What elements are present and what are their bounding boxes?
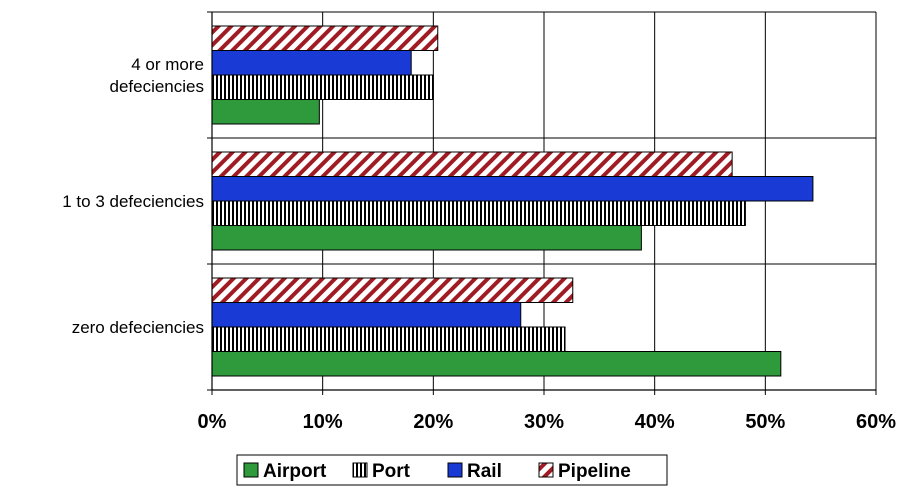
- category-label-1-to-3-defeciencies: 1 to 3 defeciencies: [62, 192, 204, 211]
- x-tick-label-0: 0%: [198, 411, 227, 433]
- bar-airport-4-or-more-defeciencies: [211, 99, 320, 125]
- legend: Airport Port Rail Pipeline: [236, 454, 668, 486]
- legend-swatch-port: [352, 462, 368, 478]
- x-tick-label-40: 40%: [635, 411, 675, 433]
- legend-swatch-rail: [447, 462, 463, 478]
- x-tick-labels: 0% 10% 20% 30% 40% 50% 60%: [198, 411, 897, 433]
- bar-airport-1-to-3-defeciencies: [211, 225, 642, 251]
- legend-label-rail: Rail: [467, 461, 502, 482]
- bar-rail-4-or-more-defeciencies: [211, 50, 412, 76]
- bar-rail-1-to-3-defeciencies: [211, 176, 814, 202]
- legend-swatch-pipeline: [538, 462, 554, 478]
- x-tick-label-60: 60%: [856, 411, 896, 433]
- bar-pipeline-1-to-3-defeciencies: [211, 151, 733, 177]
- legend-label-pipeline: Pipeline: [558, 461, 631, 482]
- bar-port-4-or-more-defeciencies: [211, 74, 434, 100]
- bar-port-1-to-3-defeciencies: [211, 200, 746, 226]
- category-label-4-or-more-defeciencies: 4 or more defeciencies: [109, 55, 204, 96]
- bar-rail-zero-defeciencies: [211, 302, 522, 328]
- axes: [207, 11, 877, 395]
- category-labels: 4 or more defeciencies 1 to 3 defeciencies…: [62, 55, 204, 337]
- legend-swatch-airport: [243, 462, 259, 478]
- legend-label-airport: Airport: [263, 461, 327, 482]
- x-tick-label-10: 10%: [303, 411, 343, 433]
- bar-airport-zero-defeciencies: [211, 351, 782, 377]
- x-tick-label-30: 30%: [524, 411, 564, 433]
- category-label-zero-defeciencies: zero defeciencies: [72, 318, 204, 337]
- legend-label-port: Port: [372, 461, 411, 482]
- x-tick-label-50: 50%: [745, 411, 785, 433]
- bar-port-zero-defeciencies: [211, 326, 566, 352]
- bar-pipeline-4-or-more-defeciencies: [211, 25, 439, 51]
- x-tick-label-20: 20%: [413, 411, 453, 433]
- bars: [211, 25, 814, 377]
- bar-pipeline-zero-defeciencies: [211, 277, 574, 303]
